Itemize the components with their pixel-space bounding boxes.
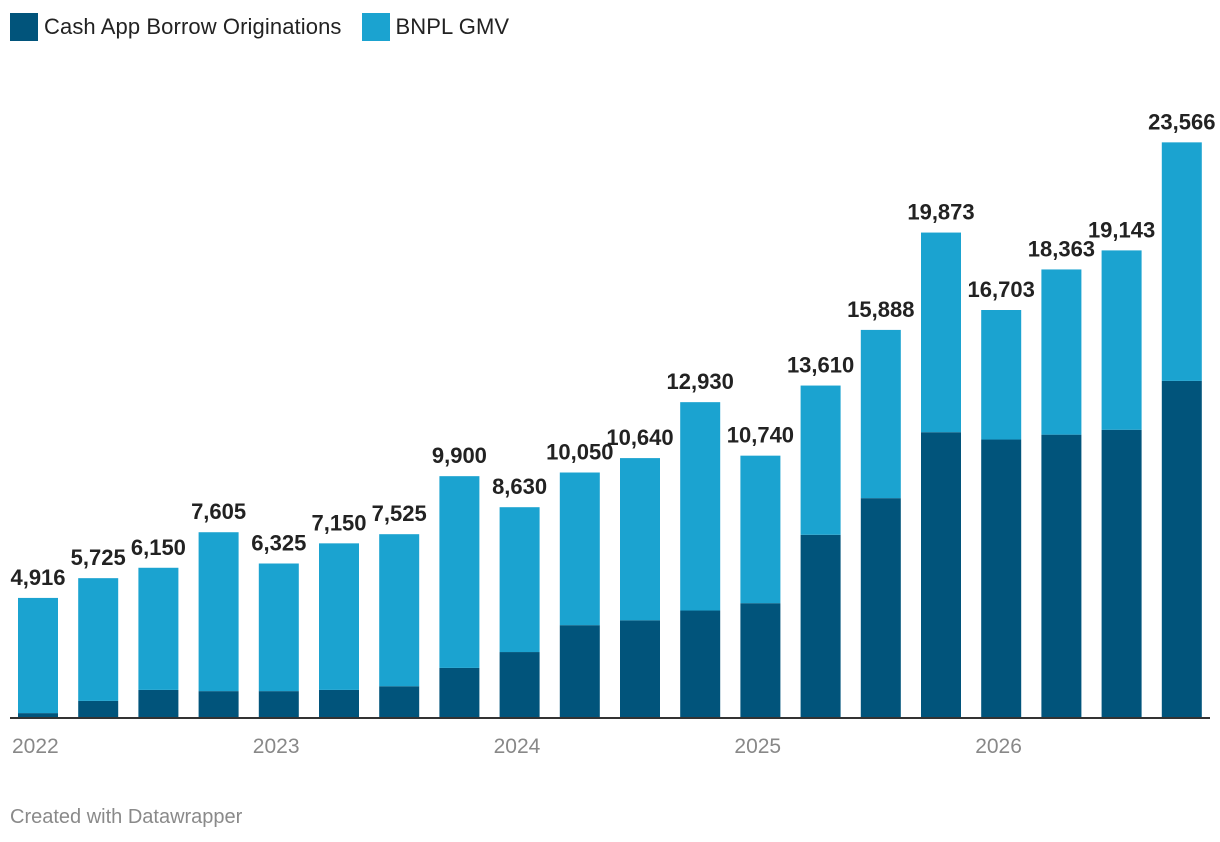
legend-label-borrow: Cash App Borrow Originations [44, 14, 342, 39]
bar-borrow-14 [860, 498, 901, 718]
bar-borrow-3 [198, 691, 239, 718]
bar-bnpl-16 [981, 310, 1022, 440]
bar-bnpl-5 [319, 543, 359, 690]
footer-credit: Created with Datawrapper [10, 806, 243, 828]
bar-bnpl-0 [18, 597, 58, 714]
bar-borrow-13 [800, 534, 841, 718]
bar-borrow-1 [78, 700, 119, 718]
legend-item-borrow: Cash App Borrow Originations [10, 13, 342, 41]
x-tick-label-2026: 2026 [975, 735, 1022, 758]
bar-bnpl-3 [198, 532, 239, 692]
bar-borrow-0 [18, 713, 58, 718]
total-label-14: 15,888 [847, 297, 914, 322]
bar-bnpl-7 [439, 476, 480, 668]
bar-borrow-2 [138, 689, 179, 718]
legend-item-bnpl: BNPL GMV [361, 13, 510, 41]
bar-borrow-16 [981, 439, 1022, 718]
bar-bnpl-11 [680, 402, 721, 611]
bar-bnpl-15 [921, 232, 961, 433]
bar-bnpl-10 [620, 458, 660, 621]
total-label-17: 18,363 [1028, 236, 1095, 261]
bar-borrow-8 [499, 652, 540, 718]
bar-borrow-5 [319, 689, 359, 718]
total-label-6: 7,525 [372, 501, 427, 526]
legend-swatch-borrow [10, 13, 38, 41]
total-label-19: 23,566 [1148, 109, 1215, 134]
bar-bnpl-2 [138, 567, 179, 690]
total-label-9: 10,050 [546, 440, 613, 465]
bar-borrow-12 [740, 603, 781, 718]
total-label-3: 7,605 [191, 499, 246, 524]
bar-borrow-19 [1161, 380, 1202, 718]
bar-bnpl-18 [1101, 250, 1142, 430]
total-label-8: 8,630 [492, 474, 547, 499]
bar-borrow-15 [921, 432, 961, 718]
total-label-15: 19,873 [907, 200, 974, 225]
bar-bnpl-12 [740, 455, 781, 604]
bar-bnpl-14 [860, 329, 901, 499]
total-label-13: 13,610 [787, 353, 854, 378]
x-tick-label-2022: 2022 [12, 735, 59, 758]
x-tick-label-2025: 2025 [734, 735, 781, 758]
total-label-12: 10,740 [727, 423, 794, 448]
total-label-0: 4,916 [10, 565, 65, 590]
total-label-10: 10,640 [606, 425, 673, 450]
total-label-16: 16,703 [968, 277, 1035, 302]
bar-bnpl-19 [1161, 142, 1202, 381]
x-tick-label-2024: 2024 [494, 735, 541, 758]
bar-borrow-11 [680, 610, 721, 718]
x-tick-label-2023: 2023 [253, 735, 300, 758]
total-label-7: 9,900 [432, 443, 487, 468]
bar-borrow-4 [258, 691, 299, 718]
bar-borrow-7 [439, 667, 480, 718]
total-label-18: 19,143 [1088, 217, 1155, 242]
bar-bnpl-8 [499, 507, 540, 653]
bar-bnpl-1 [78, 578, 119, 701]
bar-borrow-9 [559, 625, 600, 718]
total-label-11: 12,930 [667, 369, 734, 394]
legend-label-bnpl: BNPL GMV [395, 14, 510, 39]
bar-bnpl-17 [1041, 269, 1082, 435]
bar-borrow-17 [1041, 434, 1082, 718]
legend: Cash App Borrow Originations BNPL GMV [10, 13, 529, 41]
total-label-2: 6,150 [131, 535, 186, 560]
bar-borrow-18 [1101, 429, 1142, 718]
bar-borrow-6 [379, 686, 420, 718]
total-label-5: 7,150 [311, 510, 366, 535]
bar-bnpl-4 [258, 563, 299, 692]
legend-swatch-bnpl [361, 13, 390, 41]
bar-bnpl-6 [379, 534, 420, 687]
total-label-1: 5,725 [71, 545, 126, 570]
bar-bnpl-13 [800, 385, 841, 535]
total-label-4: 6,325 [251, 531, 306, 556]
bar-bnpl-9 [559, 472, 600, 626]
bar-borrow-10 [620, 620, 660, 718]
